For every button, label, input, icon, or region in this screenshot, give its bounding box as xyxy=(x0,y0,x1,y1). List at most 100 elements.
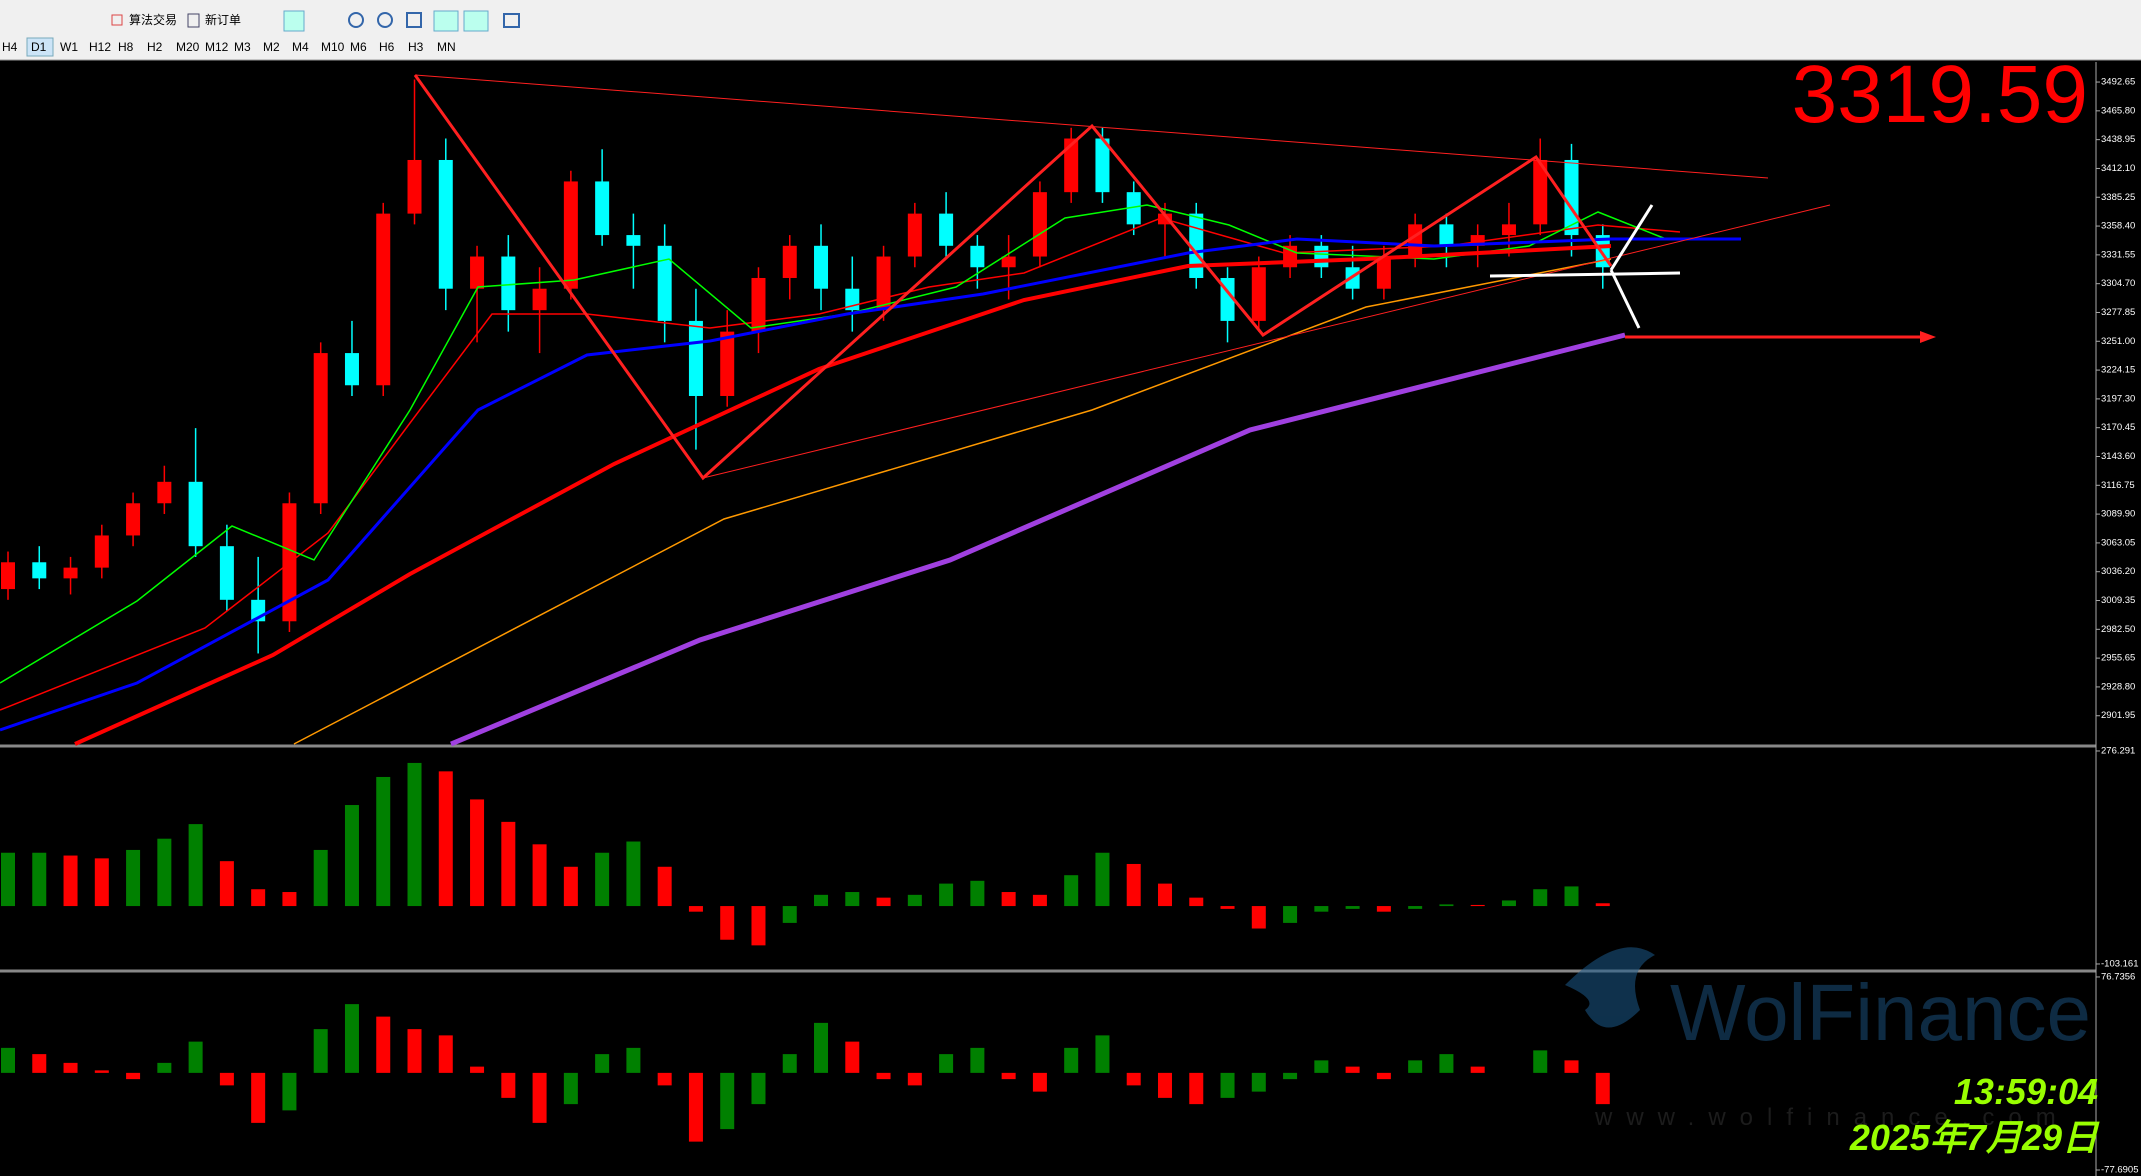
zoom-in[interactable] xyxy=(348,12,364,28)
timeframe-button[interactable]: H3 xyxy=(408,40,424,54)
candle-body xyxy=(94,535,109,568)
chart-type-button[interactable] xyxy=(283,10,305,32)
timeframe-button[interactable]: H12 xyxy=(89,40,111,54)
candle-body xyxy=(1439,224,1454,246)
histogram-bar xyxy=(32,852,47,907)
watermark: WolFinance www.wolfinance.com xyxy=(1565,947,2091,1131)
candle-body xyxy=(1251,267,1266,321)
histogram-bar xyxy=(1439,1054,1454,1073)
timeframe-button[interactable]: H6 xyxy=(379,40,395,54)
timeframe-button[interactable]: H4 xyxy=(2,40,18,54)
candle-body xyxy=(1064,138,1079,193)
y-tick-label: 2955.65 xyxy=(2101,653,2135,664)
histogram-bar xyxy=(1251,1072,1266,1092)
algo-icon[interactable] xyxy=(111,14,123,26)
candle-body xyxy=(376,213,391,386)
histogram-bar xyxy=(1376,1072,1391,1080)
screenshot-button[interactable] xyxy=(503,13,520,28)
histogram-bar xyxy=(251,1072,266,1123)
histogram-bar xyxy=(1064,875,1079,907)
histogram-bar xyxy=(782,1054,797,1073)
candle-body xyxy=(970,245,985,268)
y-tick-label: 2982.50 xyxy=(2101,624,2135,635)
candle-body xyxy=(657,245,672,321)
timeframe-button[interactable]: D1 xyxy=(31,40,47,54)
histogram-bar xyxy=(1157,883,1172,907)
histogram-bar xyxy=(63,1062,78,1073)
y-tick-label: 3331.55 xyxy=(2101,249,2135,260)
histogram-bar xyxy=(219,861,234,907)
watermark-url: www.wolfinance.com xyxy=(1594,1104,2070,1131)
candle-body xyxy=(32,562,47,579)
candle-body xyxy=(1376,256,1391,289)
order-icon[interactable] xyxy=(187,13,200,28)
histogram-bar xyxy=(1533,889,1548,907)
shift-button[interactable] xyxy=(463,10,489,32)
algo-trading-button[interactable]: 算法交易 xyxy=(129,12,177,27)
timeframe-button[interactable]: M10 xyxy=(321,40,345,54)
histogram-bar xyxy=(657,866,672,907)
histogram-bar xyxy=(1470,1066,1485,1073)
timeframe-button[interactable]: M2 xyxy=(263,40,280,54)
plot xyxy=(0,74,1936,747)
candle-body xyxy=(532,288,547,311)
histogram-bar xyxy=(1408,1060,1423,1073)
histogram-bar xyxy=(376,776,391,907)
timeframe-button[interactable]: M3 xyxy=(234,40,251,54)
candle-body xyxy=(470,256,485,289)
candle-body xyxy=(407,159,422,214)
y-tick-label: 3143.60 xyxy=(2101,451,2135,462)
y-tick-label: 3116.75 xyxy=(2101,480,2135,491)
timeframe-selected xyxy=(26,37,54,57)
histogram-bar xyxy=(1095,852,1110,907)
y-tick-label: 2901.95 xyxy=(2101,710,2135,721)
histogram-bar xyxy=(532,844,547,907)
candle-body xyxy=(219,546,234,600)
timeframe-button[interactable]: MN xyxy=(437,40,456,54)
histogram-bar xyxy=(282,892,297,907)
histogram-bar xyxy=(157,1062,172,1073)
histogram-bar xyxy=(1314,1060,1329,1073)
histogram-bar xyxy=(344,1004,359,1073)
histogram-bar xyxy=(1189,897,1204,907)
histogram-bar xyxy=(1345,906,1360,909)
histogram-bar xyxy=(1095,1035,1110,1073)
grid-button[interactable] xyxy=(406,12,422,28)
histogram-bar xyxy=(970,1047,985,1073)
watermark-logo xyxy=(1565,947,1655,1028)
timeframe-button[interactable]: M4 xyxy=(292,40,309,54)
histogram-bar xyxy=(157,838,172,907)
histogram-bar xyxy=(1032,1072,1047,1092)
candle-body xyxy=(720,331,735,396)
histogram-bar xyxy=(1001,892,1016,907)
candle-body xyxy=(1095,138,1110,193)
timeframe-button[interactable]: H8 xyxy=(118,40,134,54)
timeframe-button[interactable]: W1 xyxy=(60,40,78,54)
new-order-button[interactable]: 新订单 xyxy=(205,12,241,27)
candle-body xyxy=(595,181,610,236)
histogram-bar xyxy=(1220,1072,1235,1098)
y-tick-label: 76.7356 xyxy=(2101,971,2135,982)
timeframe-button[interactable]: M6 xyxy=(350,40,367,54)
candle-body xyxy=(1001,256,1016,268)
histogram-bar xyxy=(188,1041,203,1073)
histogram-bar xyxy=(1439,904,1454,907)
candle-body xyxy=(1533,159,1548,225)
autoscroll-button[interactable] xyxy=(433,10,459,32)
y-tick-label: -77.6905 xyxy=(2101,1165,2139,1176)
timeframe-button[interactable]: M12 xyxy=(205,40,229,54)
candle-body xyxy=(1126,192,1141,225)
y-tick-label: 3492.65 xyxy=(2101,77,2135,88)
timeframe-button[interactable]: H2 xyxy=(147,40,163,54)
candle-body xyxy=(313,353,328,504)
histogram-bar xyxy=(720,906,735,940)
timeframe-button[interactable]: M20 xyxy=(176,40,200,54)
histogram-bar xyxy=(876,897,891,907)
zoom-out[interactable] xyxy=(377,12,393,28)
candle-body xyxy=(438,159,453,289)
histogram-bar xyxy=(626,1047,641,1073)
histogram-bar xyxy=(376,1016,391,1073)
histogram-bar xyxy=(1408,906,1423,909)
